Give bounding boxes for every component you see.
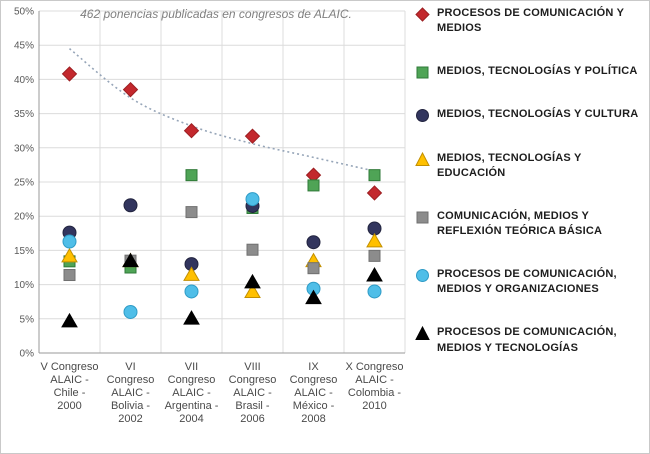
legend-label-7: PROCESOS DE COMUNICACIÓN, MEDIOS Y TECNO… [437,326,617,354]
legend-item-6: PROCESOS DE COMUNICACIÓN, MEDIOS Y ORGAN… [415,267,647,298]
series-1 [61,66,383,201]
svg-text:20%: 20% [14,212,34,223]
trendline [68,47,375,172]
chart-legend: PROCESOS DE COMUNICACIÓN Y MEDIOS MEDIOS,… [415,6,647,356]
svg-text:35%: 35% [14,109,34,120]
legend-item-4: MEDIOS, TECNOLOGÍAS Y EDUCACIÓN [415,151,647,182]
legend-label-3: MEDIOS, TECNOLOGÍAS Y CULTURA [437,108,639,121]
svg-text:25%: 25% [14,178,34,189]
svg-text:45%: 45% [14,41,34,52]
svg-text:15%: 15% [14,246,34,257]
series-6 [62,192,382,319]
gridlines [38,10,406,354]
svg-text:0%: 0% [20,349,35,360]
svg-text:10%: 10% [14,280,34,291]
legend-item-5: COMUNICACIÓN, MEDIOS Y REFLEXIÓN TEÓRICA… [415,209,647,240]
svg-text:50%: 50% [14,7,34,18]
legend-item-1: PROCESOS DE COMUNICACIÓN Y MEDIOS [415,6,647,37]
legend-marker-square-icon [416,66,429,79]
chart-annotation: 462 ponencias publicadas en congresos de… [80,7,352,21]
svg-text:30%: 30% [14,143,34,154]
legend-label-6: PROCESOS DE COMUNICACIÓN, MEDIOS Y ORGAN… [437,268,617,296]
legend-item-2: MEDIOS, TECNOLOGÍAS Y POLÍTICA [415,64,647,80]
legend-label-4: MEDIOS, TECNOLOGÍAS Y EDUCACIÓN [437,151,582,180]
svg-text:5%: 5% [20,314,35,325]
legend-label-5: COMUNICACIÓN, MEDIOS Y REFLEXIÓN TEÓRICA… [437,209,603,238]
legend-label-1: PROCESOS DE COMUNICACIÓN Y MEDIOS [437,7,624,35]
legend-marker-triangle-icon [415,326,430,341]
legend-marker-triangle-icon [415,151,430,166]
svg-text:40%: 40% [14,75,34,86]
legend-label-2: MEDIOS, TECNOLOGÍAS Y POLÍTICA [437,65,638,78]
legend-item-7: PROCESOS DE COMUNICACIÓN, MEDIOS Y TECNO… [415,325,647,356]
y-axis-labels: 0% 5% 10% 15% 20% 25% 30% 35% 40% 45% 50% [14,7,34,360]
series-7 [61,252,383,328]
legend-marker-circle-icon [416,269,429,283]
legend-marker-circle-icon [416,109,429,123]
legend-item-3: MEDIOS, TECNOLOGÍAS Y CULTURA [415,107,647,123]
legend-marker-square-icon [416,211,429,224]
legend-marker-diamond-icon [415,7,430,22]
